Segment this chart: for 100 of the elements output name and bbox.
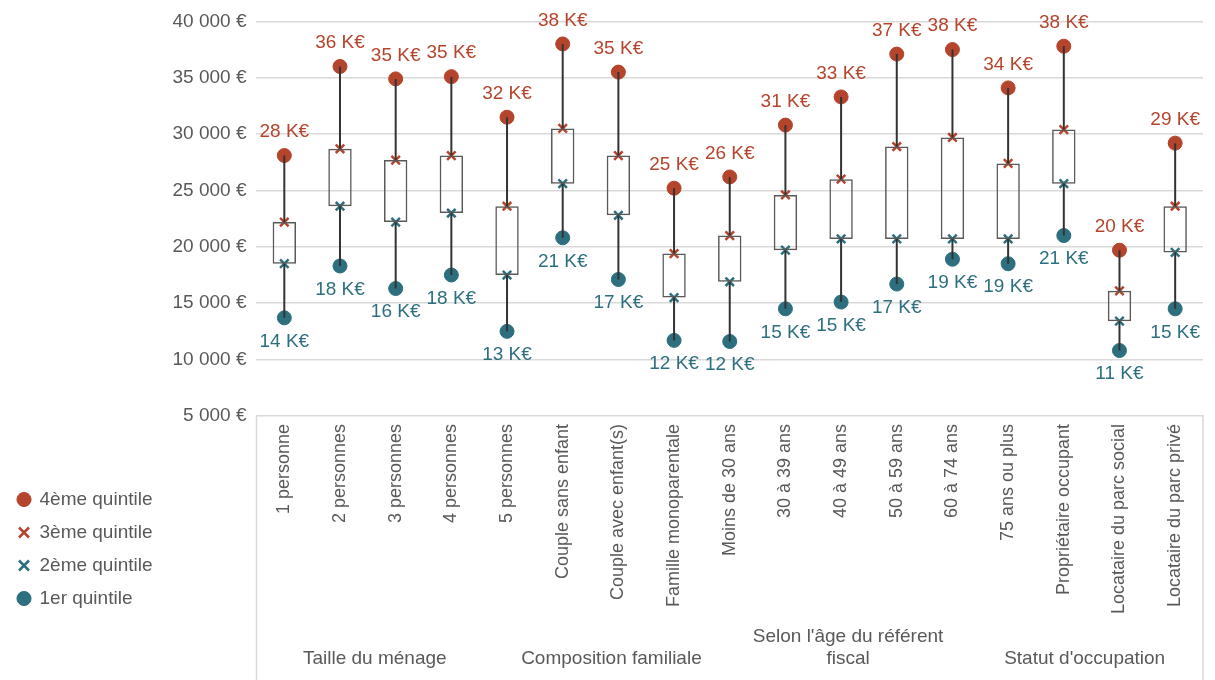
data-label: 33 K€	[816, 61, 867, 83]
x-tick-label: Couple sans enfant	[551, 423, 572, 579]
point	[889, 276, 905, 292]
point	[1000, 80, 1016, 96]
point	[276, 148, 292, 164]
x-tick-label: Couple avec enfant(s)	[607, 423, 628, 600]
point	[777, 117, 793, 133]
data-label: 26 K€	[704, 141, 755, 163]
x-tick-label: Moins de 30 ans	[718, 423, 739, 556]
point	[1167, 135, 1183, 151]
data-label: 34 K€	[983, 52, 1034, 74]
point	[944, 42, 960, 58]
x-tick-label: 2 personnes	[328, 423, 349, 523]
data-label: 31 K€	[760, 89, 811, 111]
data-label: 18 K€	[426, 286, 477, 308]
point	[499, 109, 515, 125]
data-label: 37 K€	[871, 18, 923, 40]
x-tick-label: Locataire du parc social	[1108, 423, 1129, 614]
data-label: 35 K€	[370, 43, 421, 65]
x-tick-label: Locataire du parc privé	[1164, 423, 1185, 607]
point	[610, 64, 626, 80]
data-label: 15 K€	[760, 320, 811, 342]
x-tick-label: 60 à 74 ans	[941, 423, 962, 518]
point	[722, 169, 738, 185]
point	[1169, 200, 1181, 212]
point	[555, 36, 571, 52]
y-tick-label: 5 000 €	[183, 404, 247, 426]
point	[777, 301, 793, 317]
point	[276, 310, 292, 326]
data-label: 38 K€	[537, 8, 588, 30]
data-label: 21 K€	[1038, 247, 1090, 269]
legend-label: 3ème quintile	[39, 520, 153, 542]
x-tick-label: 40 à 49 ans	[830, 423, 851, 518]
text: Statut d'occupation	[1004, 647, 1166, 669]
point	[666, 332, 682, 348]
y-tick-label: 10 000 €	[172, 347, 247, 369]
legend-label: 2ème quintile	[39, 553, 153, 575]
point	[889, 46, 905, 62]
data-label: 19 K€	[927, 270, 978, 292]
point	[1000, 256, 1016, 272]
y-tick-label: 40 000 €	[172, 9, 247, 31]
data-label: 18 K€	[315, 277, 366, 299]
data-label: 15 K€	[816, 313, 867, 335]
data-label: 35 K€	[593, 36, 644, 58]
data-label: 35 K€	[426, 41, 477, 63]
point	[332, 258, 348, 274]
point	[1111, 343, 1127, 359]
data-label: 13 K€	[482, 343, 533, 365]
data-label: 14 K€	[259, 329, 310, 351]
text: Taille du ménage	[302, 647, 447, 669]
point	[944, 251, 960, 267]
y-tick-label: 20 000 €	[172, 235, 247, 257]
point	[1056, 228, 1072, 244]
y-tick-label: 30 000 €	[172, 122, 247, 144]
point	[443, 267, 459, 283]
text: Composition familiale	[521, 647, 702, 669]
data-label: 28 K€	[259, 120, 310, 142]
x-tick-label: Famille monoparentale	[663, 423, 684, 607]
x-tick-label: 1 personne	[273, 423, 294, 514]
point	[722, 334, 738, 349]
data-label: 12 K€	[649, 352, 700, 374]
point	[332, 58, 348, 74]
data-label: 12 K€	[704, 353, 755, 375]
data-label: 17 K€	[871, 295, 923, 317]
point	[833, 89, 849, 105]
x-tick-label: 5 personnes	[495, 423, 516, 523]
y-tick-label: 35 000 €	[172, 65, 247, 87]
point	[1167, 301, 1183, 317]
x-tick-label: 50 à 59 ans	[885, 423, 906, 518]
data-label: 15 K€	[1150, 320, 1201, 342]
x-tick-label: Propriétaire occupant	[1052, 423, 1073, 595]
data-label: 20 K€	[1094, 214, 1145, 236]
point	[443, 69, 459, 85]
data-label: 38 K€	[927, 14, 978, 36]
x-tick-label: 3 personnes	[384, 423, 405, 523]
data-label: 21 K€	[537, 249, 588, 271]
data-label: 11 K€	[1095, 362, 1145, 384]
data-label: 17 K€	[593, 291, 644, 313]
text: Selon l'âge du référent fiscal	[752, 625, 945, 669]
legend-label: 1er quintile	[39, 586, 133, 608]
point	[1111, 242, 1127, 258]
point	[555, 230, 571, 246]
point	[388, 71, 404, 87]
y-tick-label: 25 000 €	[172, 178, 247, 200]
legend-label: 4ème quintile	[39, 487, 153, 509]
y-tick-label: 15 000 €	[172, 291, 247, 313]
data-label: 19 K€	[983, 275, 1034, 297]
x-tick-label: 75 ans ou plus	[997, 423, 1018, 541]
point	[1056, 38, 1072, 54]
data-label: 38 K€	[1038, 10, 1090, 32]
data-label: 29 K€	[1150, 107, 1201, 129]
point	[833, 294, 849, 310]
data-label: 25 K€	[649, 152, 700, 174]
point	[388, 281, 404, 297]
data-label: 16 K€	[370, 300, 421, 322]
x-tick-label: 30 à 39 ans	[774, 423, 795, 518]
data-label: 32 K€	[482, 81, 533, 103]
point	[499, 323, 515, 339]
x-tick-label: 4 personnes	[440, 423, 461, 523]
data-label: 36 K€	[315, 31, 366, 53]
